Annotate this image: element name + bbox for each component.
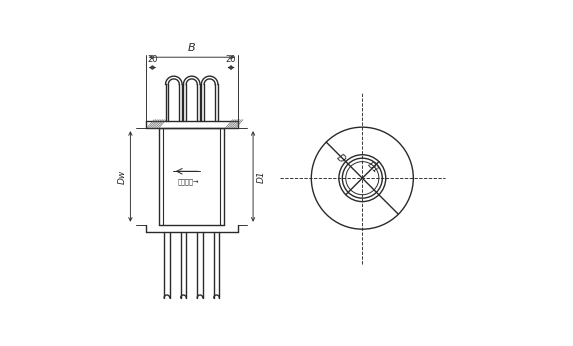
Text: D1: D1: [257, 170, 266, 183]
Text: 正常流向→: 正常流向→: [178, 178, 199, 185]
Text: B: B: [188, 43, 195, 53]
Text: Dw: Dw: [117, 169, 126, 184]
Text: D1: D1: [366, 161, 381, 176]
Text: 20: 20: [147, 55, 158, 64]
Text: 20: 20: [226, 55, 236, 64]
Text: D: D: [334, 152, 346, 165]
